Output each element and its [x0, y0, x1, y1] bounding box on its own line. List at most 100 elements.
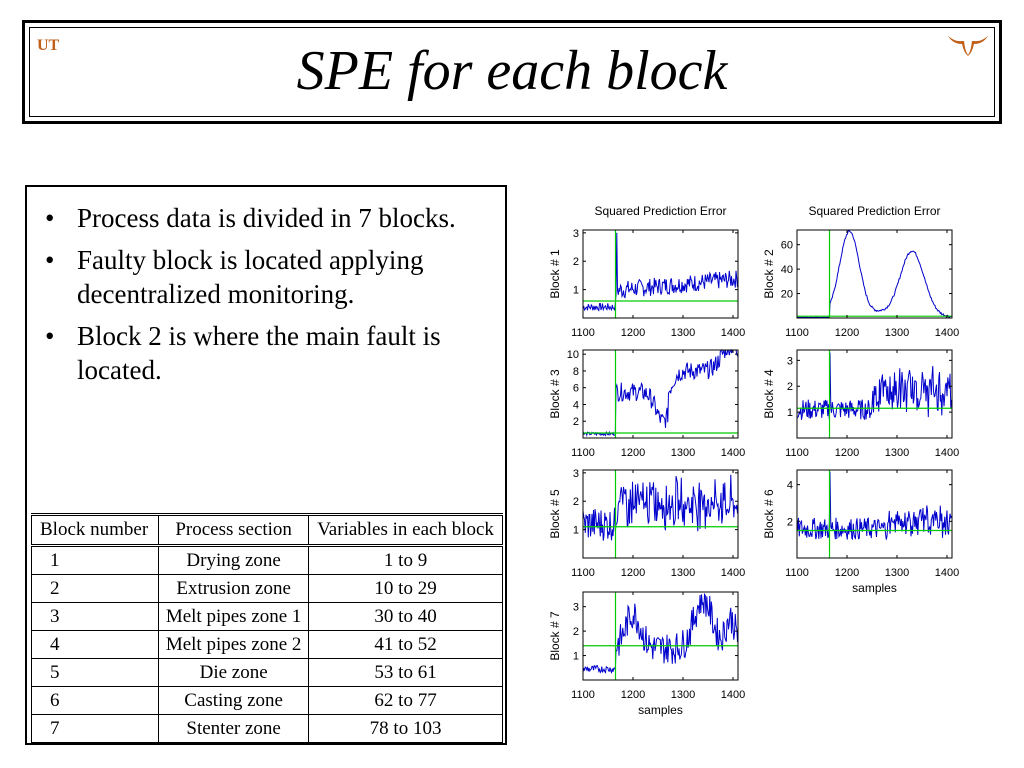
y-tick-label: 8 — [573, 366, 579, 378]
chart-title: Squared Prediction Error — [808, 204, 940, 218]
spe-series-line — [582, 474, 738, 541]
table-cell: 53 to 61 — [308, 658, 503, 687]
x-tick-label: 1200 — [835, 567, 859, 579]
x-tick-label: 1200 — [621, 327, 645, 339]
bullet-item: • Block 2 is where the main fault is loca… — [37, 319, 497, 387]
y-tick-label: 4 — [787, 480, 793, 492]
x-tick-label: 1400 — [935, 447, 959, 459]
longhorn-logo-icon — [947, 33, 989, 62]
spe-series-line — [582, 232, 738, 312]
table-row: 6 Casting zone 62 to 77 — [30, 686, 503, 715]
y-tick-label: 1 — [573, 285, 579, 297]
y-tick-label: 4 — [573, 399, 579, 411]
x-tick-label: 1400 — [721, 567, 745, 579]
table-cell: Melt pipes zone 1 — [158, 602, 310, 631]
table-cell: 4 — [30, 630, 160, 659]
bullet-dot: • — [45, 245, 55, 275]
ut-logo-text: UT — [37, 37, 59, 53]
y-tick-label: 1 — [787, 407, 793, 419]
bullet-list: • Process data is divided in 7 blocks. • F… — [37, 201, 497, 395]
y-axis-label: Block # 4 — [762, 369, 776, 419]
y-tick-label: 3 — [573, 602, 579, 614]
x-axis-label: samples — [638, 703, 683, 717]
table-row: 3 Melt pipes zone 1 30 to 40 — [30, 602, 503, 631]
x-tick-label: 1300 — [885, 567, 909, 579]
table-cell: Extrusion zone — [158, 574, 310, 603]
y-tick-label: 2 — [573, 496, 579, 508]
x-tick-label: 1100 — [571, 447, 595, 459]
plot-frame — [582, 229, 739, 319]
y-tick-label: 6 — [573, 383, 579, 395]
y-axis-label: Block # 1 — [548, 249, 562, 299]
table-cell: Drying zone — [158, 545, 310, 575]
y-tick-label: 3 — [787, 355, 793, 367]
table-header-cell: Process section — [158, 513, 310, 547]
table-cell: 1 to 9 — [308, 545, 503, 575]
x-tick-label: 1400 — [721, 327, 745, 339]
table-cell: 62 to 77 — [308, 686, 503, 715]
table-header-row: Block number Process section Variables i… — [30, 513, 503, 547]
x-tick-label: 1200 — [621, 567, 645, 579]
y-tick-label: 3 — [573, 468, 579, 480]
bullet-item: • Process data is divided in 7 blocks. — [37, 201, 497, 235]
x-tick-label: 1200 — [621, 689, 645, 701]
y-tick-label: 2 — [787, 516, 793, 528]
page-title: SPE for each block — [296, 40, 728, 102]
x-tick-label: 1400 — [721, 447, 745, 459]
content-box: • Process data is divided in 7 blocks. • F… — [25, 185, 507, 745]
plot-frame — [796, 349, 953, 439]
title-banner-inner-border — [29, 27, 995, 117]
bullet-text: Process data is divided in 7 blocks. — [77, 203, 456, 233]
y-tick-label: 2 — [573, 256, 579, 268]
plot-frame — [796, 469, 953, 559]
x-tick-label: 1300 — [885, 447, 909, 459]
table-row: 7 Stenter zone 78 to 103 — [30, 714, 503, 743]
table-header-cell: Block number — [30, 513, 160, 547]
x-tick-label: 1200 — [621, 447, 645, 459]
spe-series-line — [582, 592, 738, 674]
plot-frame — [582, 349, 739, 439]
x-tick-label: 1300 — [671, 689, 695, 701]
ut-logo-icon: UT — [37, 35, 60, 58]
y-tick-label: 2 — [573, 626, 579, 638]
y-tick-label: 20 — [781, 289, 793, 301]
table-cell: 78 to 103 — [308, 714, 503, 743]
y-tick-label: 1 — [573, 651, 579, 663]
y-axis-label: Block # 6 — [762, 489, 776, 539]
x-tick-label: 1100 — [785, 567, 809, 579]
title-banner: UT SPE for each block — [22, 20, 1002, 124]
x-tick-label: 1200 — [835, 327, 859, 339]
y-tick-label: 3 — [573, 228, 579, 240]
table-cell: 6 — [30, 686, 160, 715]
x-tick-label: 1300 — [885, 327, 909, 339]
x-tick-label: 1400 — [935, 327, 959, 339]
x-axis-label: samples — [852, 581, 897, 595]
x-tick-label: 1300 — [671, 327, 695, 339]
table-cell: 30 to 40 — [308, 602, 503, 631]
y-tick-label: 10 — [567, 349, 579, 361]
plot-frame — [796, 229, 953, 319]
table-cell: Melt pipes zone 2 — [158, 630, 310, 659]
plot-frame — [582, 591, 739, 681]
table-cell: Casting zone — [158, 686, 310, 715]
x-tick-label: 1100 — [571, 327, 595, 339]
y-axis-label: Block # 5 — [548, 489, 562, 539]
y-tick-label: 40 — [781, 264, 793, 276]
bullet-item: • Faulty block is located applying decent… — [37, 243, 497, 311]
y-axis-label: Block # 7 — [548, 611, 562, 661]
spe-series-line — [582, 348, 738, 437]
table-cell: Die zone — [158, 658, 310, 687]
x-tick-label: 1100 — [785, 447, 809, 459]
plot-frame — [582, 469, 739, 559]
table-cell: 3 — [30, 602, 160, 631]
table-row: 2 Extrusion zone 10 to 29 — [30, 574, 503, 603]
x-tick-label: 1400 — [935, 567, 959, 579]
table-cell: 1 — [30, 545, 160, 575]
spe-series-line — [796, 352, 952, 420]
table-cell: 5 — [30, 658, 160, 687]
table-row: 4 Melt pipes zone 2 41 to 52 — [30, 630, 503, 659]
x-tick-label: 1300 — [671, 567, 695, 579]
x-tick-label: 1100 — [785, 327, 809, 339]
table-row: 5 Die zone 53 to 61 — [30, 658, 503, 687]
